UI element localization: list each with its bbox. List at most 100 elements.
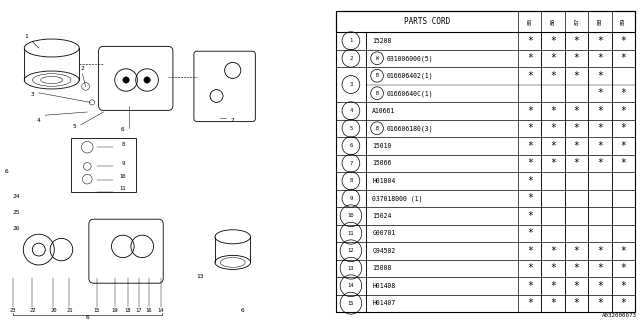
Text: 037018000 (1): 037018000 (1): [372, 195, 422, 202]
Text: 19: 19: [111, 308, 118, 313]
Text: *: *: [621, 246, 627, 256]
Text: 25: 25: [12, 211, 20, 215]
Text: 6: 6: [349, 143, 353, 148]
Text: *: *: [621, 123, 627, 133]
Text: *: *: [527, 281, 532, 291]
Text: 8: 8: [121, 141, 124, 147]
Text: *: *: [597, 298, 603, 308]
Text: *: *: [597, 263, 603, 273]
Text: *: *: [527, 211, 532, 221]
Text: *: *: [621, 106, 627, 116]
Text: 8: 8: [349, 178, 353, 183]
Text: 15: 15: [93, 308, 100, 313]
Text: *: *: [597, 123, 603, 133]
Text: 031006000(5): 031006000(5): [387, 55, 433, 61]
Text: B: B: [376, 126, 378, 131]
Text: 22: 22: [29, 308, 36, 313]
Text: 1: 1: [24, 34, 28, 39]
Text: *: *: [597, 88, 603, 98]
Text: *: *: [573, 281, 580, 291]
Text: 7: 7: [349, 161, 353, 166]
Text: 87: 87: [574, 18, 579, 25]
Text: *: *: [527, 158, 532, 168]
Text: G00701: G00701: [372, 230, 396, 236]
Text: A032000073: A032000073: [602, 313, 637, 318]
Text: 01660640C(1): 01660640C(1): [387, 90, 433, 97]
Text: 3: 3: [349, 82, 353, 87]
Text: *: *: [550, 71, 556, 81]
Circle shape: [144, 77, 150, 83]
Text: *: *: [621, 53, 627, 63]
Text: 15024: 15024: [372, 213, 392, 219]
Text: *: *: [527, 298, 532, 308]
Text: 10: 10: [348, 213, 354, 218]
Text: *: *: [573, 298, 580, 308]
Text: 13: 13: [196, 274, 204, 279]
Text: 13: 13: [348, 266, 354, 271]
Text: 016606402(1): 016606402(1): [387, 73, 433, 79]
Text: 16: 16: [145, 308, 152, 313]
Text: *: *: [550, 263, 556, 273]
Text: 11: 11: [348, 231, 354, 236]
Text: 5: 5: [72, 124, 76, 129]
Text: 21: 21: [66, 308, 73, 313]
Text: 2: 2: [349, 56, 353, 61]
Text: *: *: [597, 106, 603, 116]
Text: *: *: [597, 36, 603, 46]
Text: 2: 2: [81, 66, 84, 71]
Text: *: *: [597, 158, 603, 168]
Text: B: B: [376, 73, 378, 78]
Text: 15066: 15066: [372, 160, 392, 166]
Text: *: *: [573, 106, 580, 116]
Text: *: *: [573, 246, 580, 256]
Text: PARTS CORD: PARTS CORD: [404, 17, 450, 26]
Text: 24: 24: [12, 194, 20, 199]
Text: *: *: [527, 36, 532, 46]
Text: *: *: [550, 141, 556, 151]
Text: *: *: [550, 246, 556, 256]
Text: 7: 7: [231, 117, 235, 123]
Text: *: *: [573, 263, 580, 273]
Text: 26: 26: [12, 227, 20, 231]
Text: *: *: [573, 141, 580, 151]
Text: *: *: [621, 263, 627, 273]
Text: H01804: H01804: [372, 178, 396, 184]
Text: 15008: 15008: [372, 265, 392, 271]
Text: 4: 4: [349, 108, 353, 113]
Text: *: *: [550, 158, 556, 168]
Text: *: *: [573, 53, 580, 63]
Text: 15010: 15010: [372, 143, 392, 149]
Text: 14: 14: [157, 308, 164, 313]
Bar: [71, 138, 136, 192]
Text: 016606180(3): 016606180(3): [387, 125, 433, 132]
Text: *: *: [573, 36, 580, 46]
Text: *: *: [550, 53, 556, 63]
Text: 17: 17: [136, 308, 142, 313]
Circle shape: [123, 77, 129, 83]
Text: *: *: [527, 193, 532, 203]
Text: 6: 6: [241, 308, 244, 313]
Text: A10661: A10661: [372, 108, 396, 114]
Text: *: *: [597, 71, 603, 81]
Text: *: *: [527, 141, 532, 151]
Text: 88: 88: [598, 18, 603, 25]
Text: *: *: [597, 141, 603, 151]
Text: *: *: [527, 246, 532, 256]
Text: 14: 14: [348, 283, 354, 288]
Text: 6: 6: [85, 316, 89, 320]
Text: *: *: [573, 71, 580, 81]
Text: *: *: [527, 263, 532, 273]
Text: *: *: [573, 123, 580, 133]
Text: H01408: H01408: [372, 283, 396, 289]
Text: 9: 9: [349, 196, 353, 201]
Text: *: *: [550, 123, 556, 133]
Text: 15: 15: [348, 301, 354, 306]
Text: *: *: [527, 71, 532, 81]
Text: *: *: [621, 298, 627, 308]
Text: *: *: [550, 298, 556, 308]
Text: *: *: [621, 281, 627, 291]
Text: *: *: [527, 106, 532, 116]
Text: 89: 89: [621, 18, 626, 25]
Bar: [336, 11, 636, 32]
Text: *: *: [597, 281, 603, 291]
